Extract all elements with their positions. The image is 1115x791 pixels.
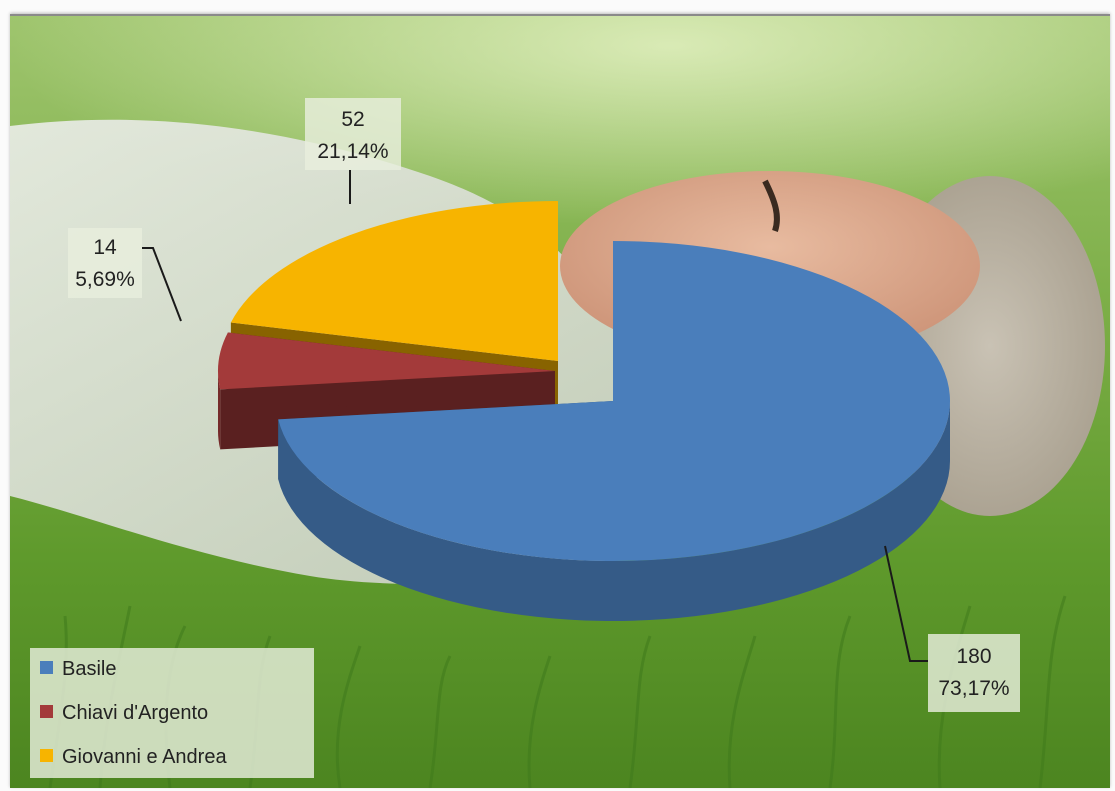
- data-label-chiavi-value: 14: [93, 236, 117, 259]
- pie-slice-basile: [278, 241, 951, 621]
- data-label-basile-percent: 73,17%: [938, 677, 1009, 700]
- pie-slices: [218, 201, 951, 621]
- leader-line-basile: [884, 545, 928, 662]
- data-label-giovanni-percent: 21,14%: [317, 140, 388, 163]
- pie-chart: 180 73,17% 14 5,69% 52 21,14% Basile Chi…: [10, 16, 1110, 788]
- legend: Basile Chiavi d'Argento Giovanni e Andre…: [30, 648, 314, 778]
- leader-lines: [142, 170, 928, 662]
- pie-slice-side-chiavi-d-argento-0: [218, 371, 221, 450]
- data-label-giovanni: 52 21,14%: [305, 98, 401, 170]
- legend-label-giovanni: Giovanni e Andrea: [62, 746, 227, 768]
- legend-swatch-giovanni: [40, 749, 53, 762]
- legend-swatch-basile: [40, 661, 53, 674]
- leader-line-chiavi: [142, 247, 182, 322]
- pie-slice-top-chiavi-d-argento: [218, 332, 555, 390]
- legend-label-chiavi: Chiavi d'Argento: [62, 702, 208, 724]
- data-label-chiavi: 14 5,69%: [68, 228, 142, 298]
- data-label-basile: 180 73,17%: [928, 634, 1020, 712]
- data-label-giovanni-value: 52: [341, 108, 364, 131]
- chart-area: 180 73,17% 14 5,69% 52 21,14% Basile Chi…: [10, 14, 1110, 788]
- data-label-basile-value: 180: [956, 645, 991, 668]
- pie-slice-top-basile: [278, 241, 951, 561]
- pie-slice-top-giovanni-e-andrea: [230, 201, 558, 361]
- data-label-chiavi-percent: 5,69%: [75, 268, 135, 291]
- pie-slice-side-basile-0: [278, 401, 950, 621]
- legend-swatch-chiavi: [40, 705, 53, 718]
- legend-label-basile: Basile: [62, 658, 116, 680]
